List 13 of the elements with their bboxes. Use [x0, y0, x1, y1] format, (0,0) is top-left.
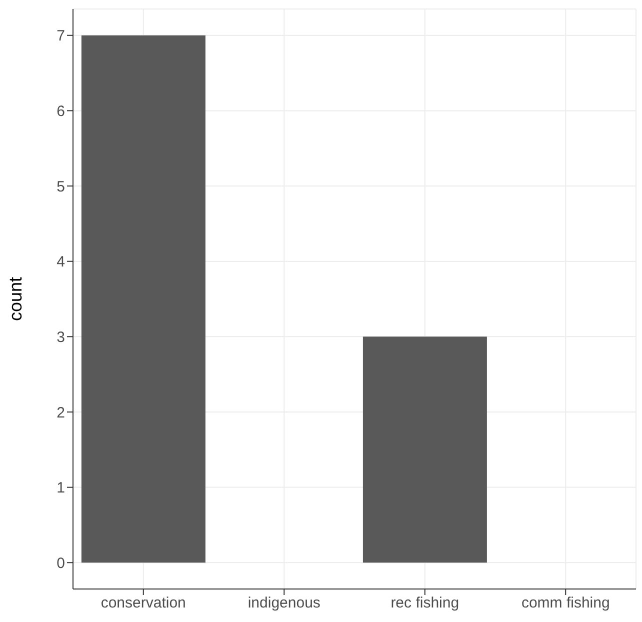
x-tick-label: indigenous [248, 594, 320, 612]
y-tick-label: 4 [56, 254, 65, 271]
y-tick-label: 5 [56, 178, 65, 196]
x-tick-label: comm fishing [521, 594, 610, 612]
y-tick-label: 0 [56, 554, 65, 572]
x-tick-label: conservation [100, 594, 186, 612]
y-tick-label: 6 [56, 103, 65, 120]
y-tick-label: 2 [56, 404, 65, 422]
x-tick-label: rec fishing [390, 594, 460, 612]
y-tick-label: 1 [56, 480, 65, 497]
y-tick-label: 3 [56, 328, 65, 346]
y-tick-label: 7 [56, 28, 65, 45]
y-axis-title: count [5, 276, 26, 322]
